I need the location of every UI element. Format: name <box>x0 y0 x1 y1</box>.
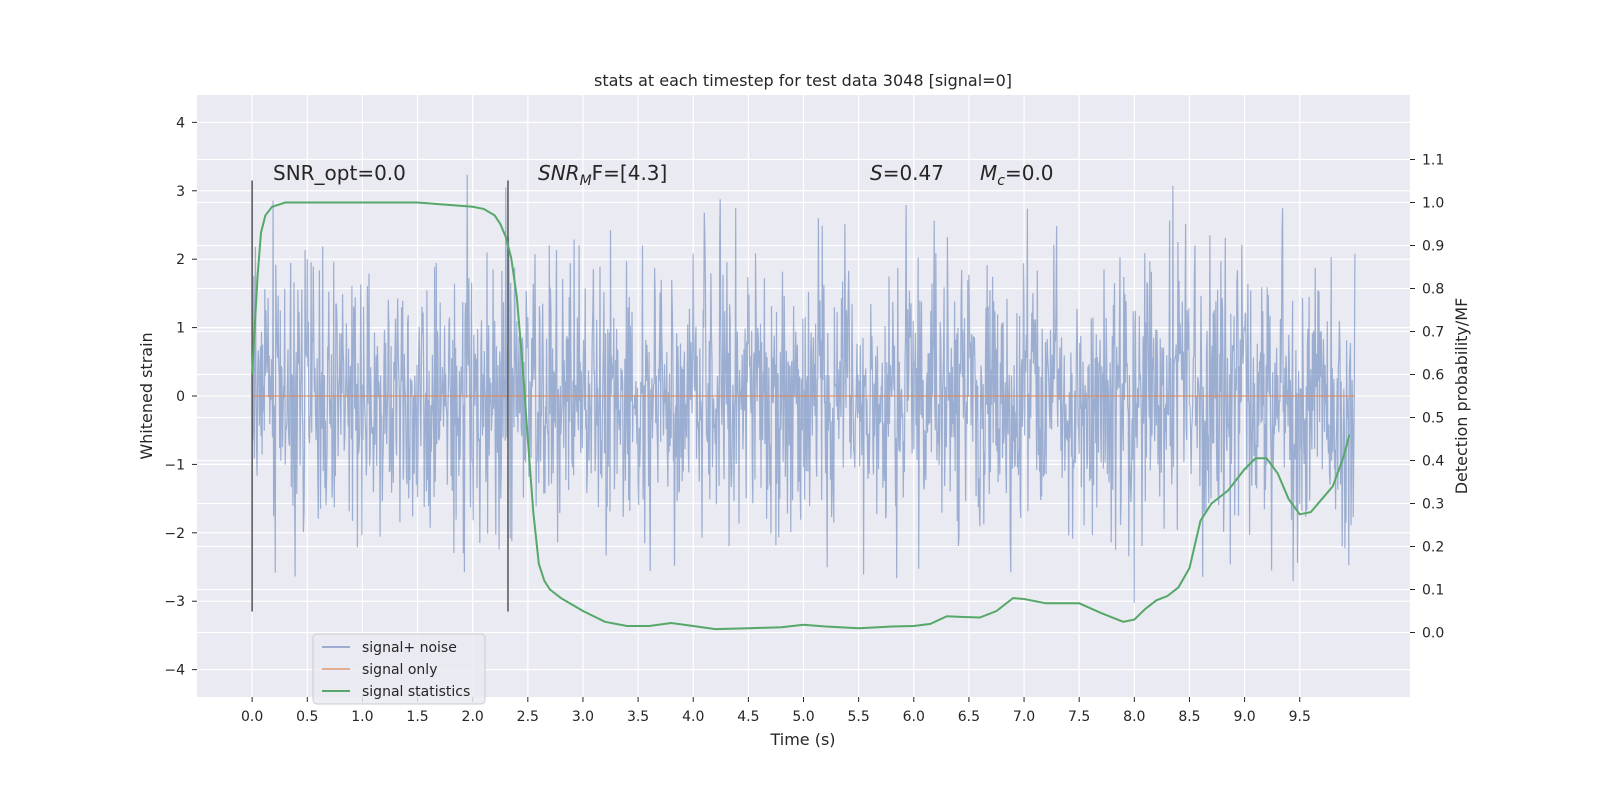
x-tick-label: 7.5 <box>1068 709 1090 725</box>
y2-tick-label: 0.4 <box>1422 454 1444 470</box>
annotation-snr-mf: SNRMF=[4.3] <box>538 161 667 189</box>
y-tick-label: 3 <box>176 184 185 200</box>
y-tick-label: 0 <box>176 389 185 405</box>
y2-tick-label: 0.9 <box>1422 239 1444 255</box>
x-tick-label: 8.0 <box>1123 709 1145 725</box>
y2-tick-label: 0.0 <box>1422 626 1444 642</box>
x-tick-label: 5.0 <box>792 709 814 725</box>
x-axis-ticks: 0.0 0.5 1.0 1.5 2.0 2.5 3.0 3.5 4.0 4.5 5.0 5.5 6.0 6… <box>241 697 1311 725</box>
legend-label-signal-statistics: signal statistics <box>362 684 470 700</box>
x-tick-label: 9.0 <box>1233 709 1255 725</box>
x-tick-label: 8.5 <box>1178 709 1200 725</box>
signal-statistics-line <box>251 201 1351 631</box>
y-tick-label: −4 <box>164 663 185 679</box>
x-tick-label: 3.0 <box>572 709 594 725</box>
x-tick-label: 6.5 <box>958 709 980 725</box>
y2-tick-label: 0.8 <box>1422 282 1444 298</box>
y2-tick-label: 1.0 <box>1422 196 1444 212</box>
y-axis-label: Whitened strain <box>137 332 156 459</box>
y2-tick-label: 0.1 <box>1422 583 1444 599</box>
y-tick-label: −2 <box>164 526 185 542</box>
x-tick-label: 5.5 <box>848 709 870 725</box>
signal-statistics-series <box>251 201 1351 631</box>
signal-noise-line <box>251 174 1356 603</box>
x-tick-label: 7.0 <box>1013 709 1035 725</box>
x-tick-label: 9.5 <box>1289 709 1311 725</box>
x-tick-label: 1.5 <box>406 709 428 725</box>
y2-tick-label: 0.7 <box>1422 325 1444 341</box>
y-tick-label: 1 <box>176 321 185 337</box>
x-tick-label: 2.0 <box>462 709 484 725</box>
x-tick-label: 0.5 <box>296 709 318 725</box>
x-tick-label: 6.0 <box>903 709 925 725</box>
y2-axis-label: Detection probability/MF <box>1452 298 1471 495</box>
legend-label-signal-noise: signal+ noise <box>362 640 457 656</box>
legend: signal+ noise signal only signal statist… <box>312 633 486 705</box>
x-tick-label: 1.0 <box>351 709 373 725</box>
y2-tick-label: 0.3 <box>1422 497 1444 513</box>
chart-title: stats at each timestep for test data 304… <box>594 71 1012 90</box>
signal-plus-noise-series <box>251 174 1356 603</box>
annotation-snr-opt: SNR_opt=0.0 <box>273 161 406 185</box>
legend-label-signal-only: signal only <box>362 662 437 678</box>
legend-box <box>312 633 486 705</box>
annotation-s: S=0.47 <box>870 161 944 185</box>
y-tick-label: 4 <box>176 115 185 131</box>
y2-tick-label: 0.2 <box>1422 540 1444 556</box>
y-axis-ticks: 4 3 2 1 0 −1 −2 −3 −4 <box>164 115 197 679</box>
annotation-mc: Mc=0.0 <box>980 161 1054 189</box>
y2-tick-label: 1.1 <box>1422 153 1444 169</box>
marker-lines <box>251 180 509 612</box>
x-tick-label: 4.5 <box>737 709 759 725</box>
x-tick-label: 3.5 <box>627 709 649 725</box>
y2-tick-label: 0.5 <box>1422 411 1444 427</box>
x-tick-label: 0.0 <box>241 709 263 725</box>
y2-tick-label: 0.6 <box>1422 368 1444 384</box>
x-tick-label: 4.0 <box>682 709 704 725</box>
y2-axis-ticks: 1.1 1.0 0.9 0.8 0.7 0.6 0.5 0.4 0.3 0.2 0.1 0.0 <box>1410 153 1444 642</box>
y-tick-label: 2 <box>176 252 185 268</box>
x-tick-label: 2.5 <box>517 709 539 725</box>
x-axis-label: Time (s) <box>769 730 835 749</box>
y-tick-label: −3 <box>164 594 185 610</box>
y-tick-label: −1 <box>164 457 185 473</box>
